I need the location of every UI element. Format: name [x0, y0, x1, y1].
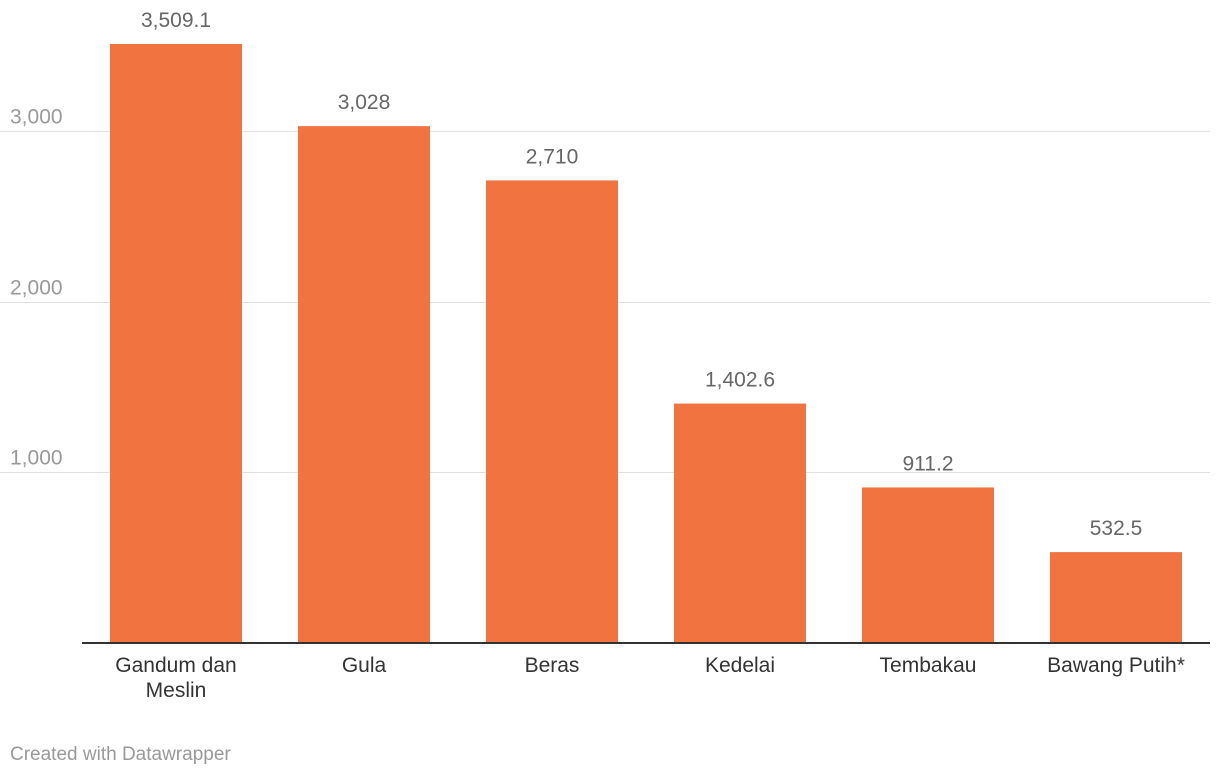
bars [110, 44, 1182, 644]
bar-value-label: 2,710 [526, 145, 579, 168]
category-labels: Gandum dan Meslin Gula Beras Kedelai Tembakau… [115, 654, 1185, 702]
bar-value-label: 3,028 [338, 91, 391, 114]
value-labels: 3,509.1 3,028 2,710 1,402.6 911.2 532.5 [141, 9, 1142, 540]
bar[interactable] [110, 44, 242, 643]
y-tick-label: 3,000 [10, 106, 63, 129]
category-label: Kedelai [705, 654, 775, 677]
bar-value-label: 911.2 [903, 452, 954, 475]
bar-value-label: 532.5 [1090, 517, 1143, 540]
category-label: Bawang Putih* [1047, 654, 1185, 677]
category-label: Beras [525, 654, 580, 677]
bar-value-label: 3,509.1 [141, 9, 211, 32]
bar[interactable] [862, 487, 994, 643]
bar[interactable] [1050, 552, 1182, 643]
y-tick-label: 1,000 [10, 447, 63, 470]
y-axis-ticks: 1,000 2,000 3,000 [10, 106, 63, 470]
y-tick-label: 2,000 [10, 277, 63, 300]
category-label: Gula [342, 654, 387, 677]
bar[interactable] [298, 126, 430, 644]
bar[interactable] [674, 403, 806, 643]
category-label: Tembakau [880, 654, 977, 677]
datawrapper-credit[interactable]: Created with Datawrapper [10, 744, 231, 765]
bar-value-label: 1,402.6 [705, 369, 775, 392]
category-label: Gandum dan Meslin [115, 654, 236, 702]
bar[interactable] [486, 180, 618, 643]
